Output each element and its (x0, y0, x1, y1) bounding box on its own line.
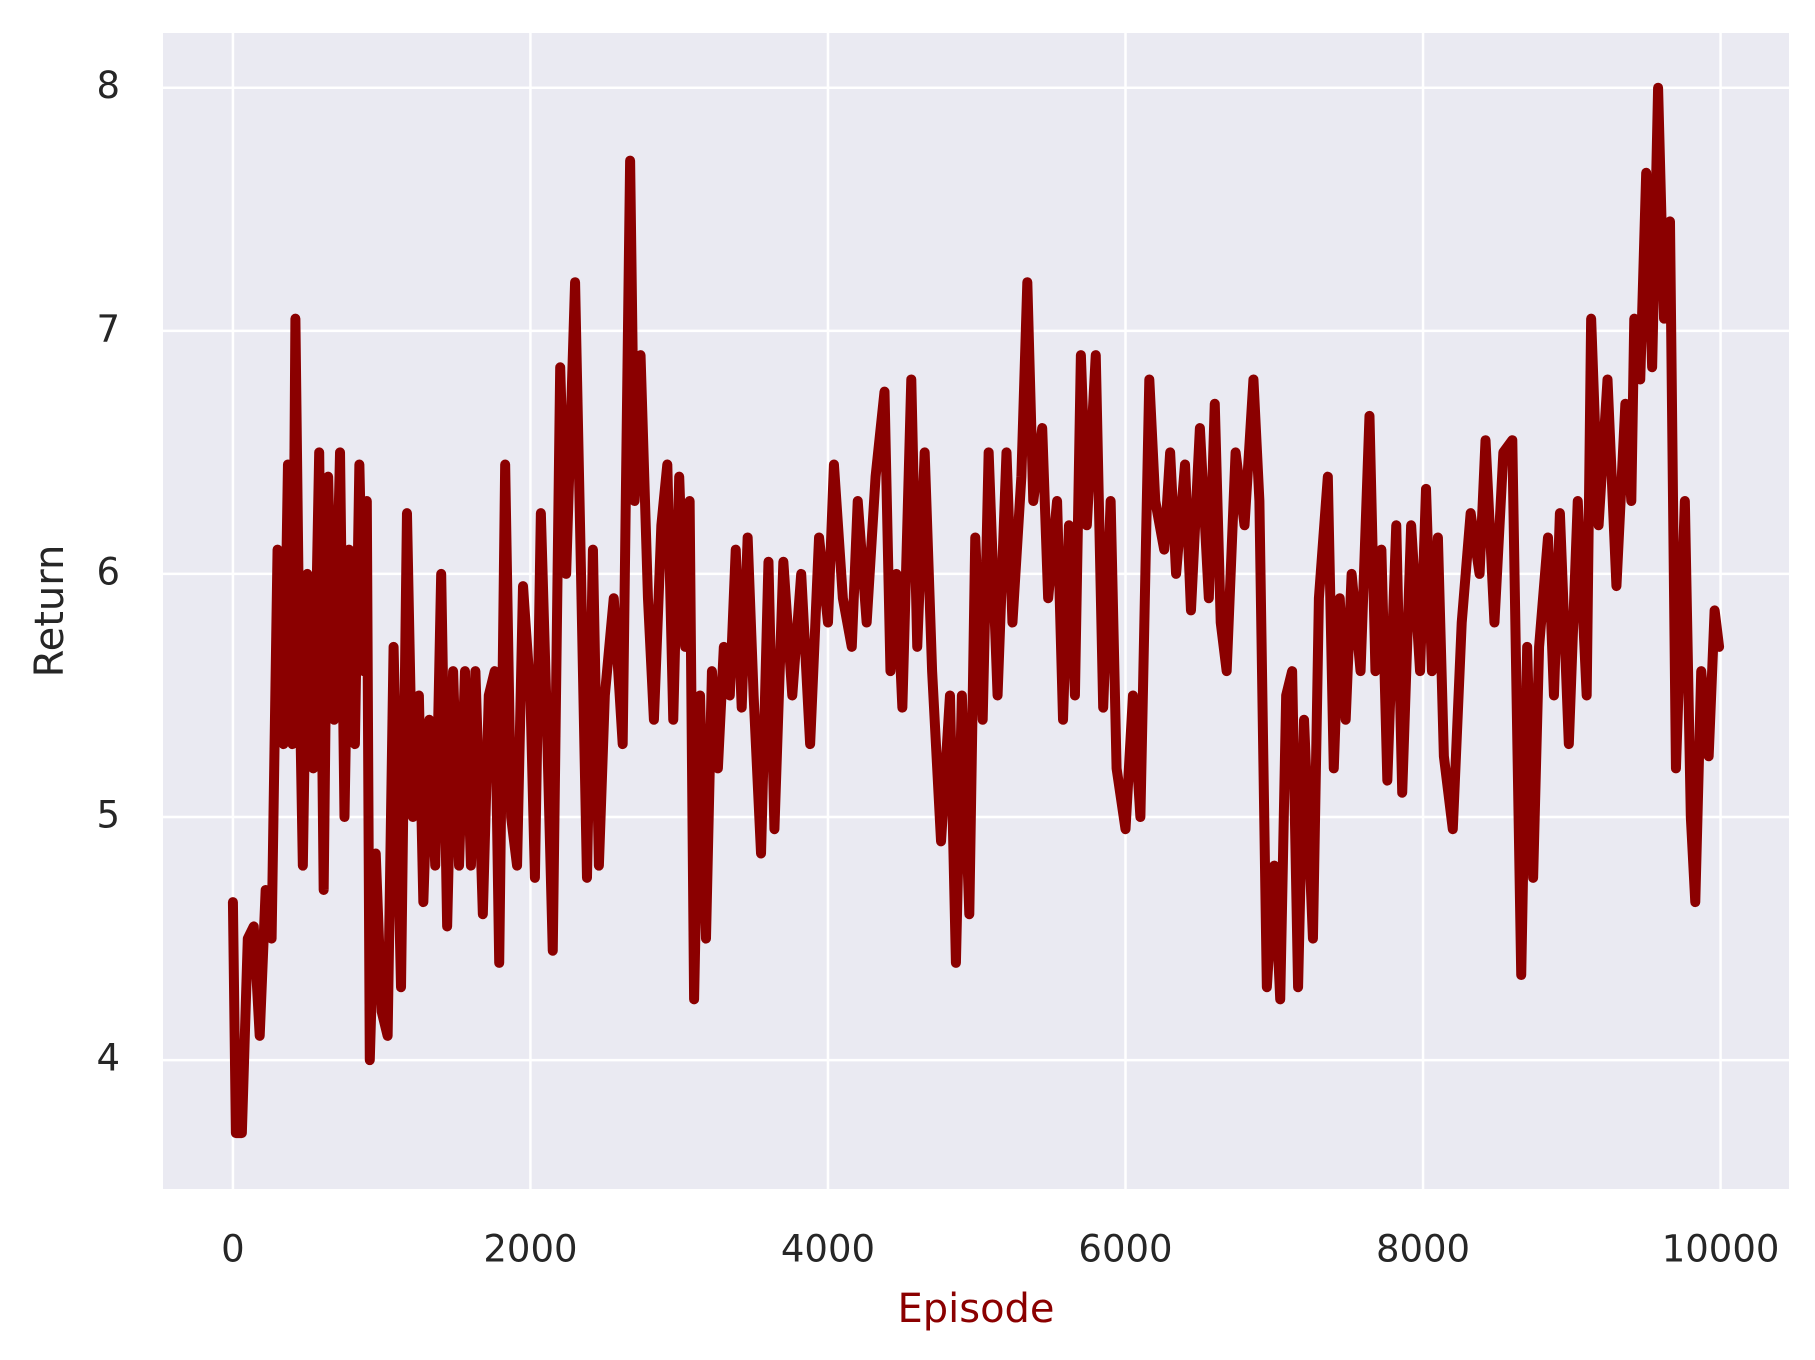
x-tick-label: 2000 (483, 1228, 577, 1271)
y-axis-label: Return (27, 545, 73, 678)
x-tick-label: 4000 (781, 1228, 875, 1271)
x-axis-label: Episode (897, 1286, 1054, 1332)
x-tick-label: 6000 (1078, 1228, 1172, 1271)
x-tick-label: 0 (221, 1228, 245, 1271)
y-tick-label: 8 (96, 64, 120, 107)
y-tick-label: 4 (96, 1037, 120, 1080)
marks (227, 82, 1725, 1139)
line (227, 82, 1725, 1139)
y-tick-label: 6 (96, 550, 120, 593)
y-tick-label: 7 (96, 307, 120, 350)
x-tick-label: 8000 (1376, 1228, 1470, 1271)
x-tick-label: 10000 (1662, 1228, 1780, 1271)
y-tick-label: 5 (96, 794, 120, 837)
